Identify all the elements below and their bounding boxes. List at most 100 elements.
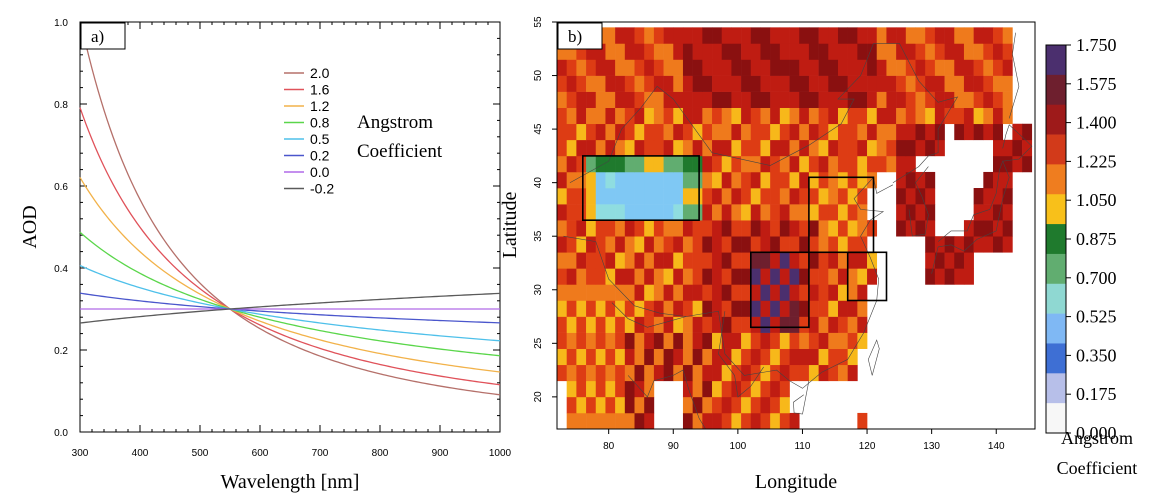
map-cell bbox=[576, 252, 587, 269]
map-cell bbox=[624, 300, 635, 317]
map-cell bbox=[896, 91, 907, 108]
map-cell bbox=[837, 27, 848, 44]
map-cell bbox=[682, 91, 693, 108]
panel-b-colorbar: 1.750 1.575 1.400 1.225 1.050 0.875 0.700 0.525… bbox=[1045, 35, 1117, 443]
map-cell bbox=[828, 27, 839, 44]
map-cell bbox=[818, 75, 829, 92]
map-cell bbox=[731, 91, 742, 108]
map-cell bbox=[799, 268, 810, 285]
map-cell bbox=[682, 284, 693, 301]
map-cell bbox=[692, 204, 703, 221]
map-cell bbox=[731, 123, 742, 141]
map-cell bbox=[692, 300, 703, 317]
map-cell bbox=[615, 348, 626, 366]
map-cell bbox=[789, 139, 800, 157]
map-cell bbox=[789, 268, 800, 285]
map-cell bbox=[934, 252, 945, 269]
map-cell bbox=[605, 59, 616, 76]
map-cell bbox=[586, 236, 597, 253]
map-cell bbox=[721, 332, 732, 349]
series-line-1.2 bbox=[79, 177, 501, 373]
map-cell bbox=[818, 188, 829, 205]
map-cell bbox=[673, 59, 684, 76]
map-cell bbox=[692, 316, 703, 333]
map-cell bbox=[702, 59, 713, 76]
legend-label-2.0: 2.0 bbox=[310, 65, 330, 81]
map-cell bbox=[954, 91, 965, 108]
map-cell bbox=[692, 59, 703, 76]
map-cell bbox=[576, 43, 587, 60]
map-cell bbox=[712, 139, 723, 157]
map-cell bbox=[799, 59, 810, 76]
map-cell bbox=[1002, 204, 1013, 221]
panel-a-x-tick-label: 900 bbox=[432, 448, 449, 459]
panel-b-x-tick-label: 110 bbox=[794, 441, 810, 452]
map-cell bbox=[634, 43, 645, 60]
map-cell bbox=[712, 155, 723, 173]
map-cell bbox=[808, 155, 819, 173]
map-cell bbox=[993, 236, 1003, 253]
map-cell bbox=[644, 107, 655, 125]
map-cell bbox=[1022, 123, 1033, 141]
map-cell bbox=[605, 204, 616, 221]
map-cell bbox=[731, 59, 742, 76]
panel-a-y-tick-label: 0.0 bbox=[54, 428, 68, 439]
map-cell bbox=[721, 380, 732, 398]
map-cell bbox=[973, 43, 984, 60]
map-cell bbox=[595, 139, 606, 157]
map-cell bbox=[857, 252, 868, 269]
map-cell bbox=[896, 123, 907, 141]
map-cell bbox=[557, 332, 567, 349]
map-cell bbox=[934, 59, 945, 76]
map-cell bbox=[576, 348, 587, 366]
map-cell bbox=[857, 204, 868, 221]
map-cell bbox=[557, 300, 567, 317]
legend-label-0.8: 0.8 bbox=[310, 115, 330, 131]
map-cell bbox=[993, 91, 1003, 108]
map-cell bbox=[818, 332, 829, 349]
map-cell bbox=[760, 91, 771, 108]
region-box-2 bbox=[749, 251, 810, 329]
map-cell bbox=[673, 155, 684, 173]
map-cell bbox=[557, 220, 567, 237]
map-cell bbox=[605, 300, 616, 317]
legend-label-1.6: 1.6 bbox=[310, 82, 330, 98]
map-cell bbox=[905, 107, 916, 125]
map-cell bbox=[905, 171, 916, 189]
map-cell bbox=[867, 155, 878, 173]
map-cell bbox=[934, 123, 945, 141]
map-cell bbox=[731, 348, 742, 366]
map-cell bbox=[721, 348, 732, 366]
map-cell bbox=[576, 220, 587, 237]
map-cell bbox=[566, 300, 577, 317]
panel-b-coastlines bbox=[563, 32, 1033, 429]
map-cell bbox=[663, 204, 674, 221]
map-cell bbox=[653, 107, 664, 125]
map-cell bbox=[837, 204, 848, 221]
map-cell bbox=[828, 220, 839, 237]
panel-b-y-ticks: 20 25 30 35 40 45 50 55 bbox=[533, 16, 557, 402]
map-cell bbox=[702, 171, 713, 189]
map-cell bbox=[741, 27, 752, 44]
map-cell bbox=[1012, 139, 1023, 157]
map-cell bbox=[750, 43, 761, 60]
map-cell bbox=[808, 188, 819, 205]
map-cell bbox=[653, 300, 664, 317]
map-cell bbox=[557, 155, 567, 173]
map-cell bbox=[934, 236, 945, 253]
map-cell bbox=[837, 364, 848, 382]
map-cell bbox=[983, 43, 994, 60]
map-cell bbox=[857, 220, 868, 237]
map-cell bbox=[1002, 107, 1013, 125]
map-cell bbox=[993, 27, 1003, 44]
map-cell bbox=[896, 43, 907, 60]
map-cell bbox=[896, 59, 907, 76]
map-cell bbox=[586, 252, 597, 269]
map-cell bbox=[770, 139, 781, 157]
map-cell bbox=[886, 75, 897, 92]
map-cell bbox=[586, 75, 597, 92]
map-cell bbox=[586, 188, 597, 205]
map-cell bbox=[702, 75, 713, 92]
map-cell bbox=[644, 139, 655, 157]
map-cell bbox=[624, 284, 635, 301]
